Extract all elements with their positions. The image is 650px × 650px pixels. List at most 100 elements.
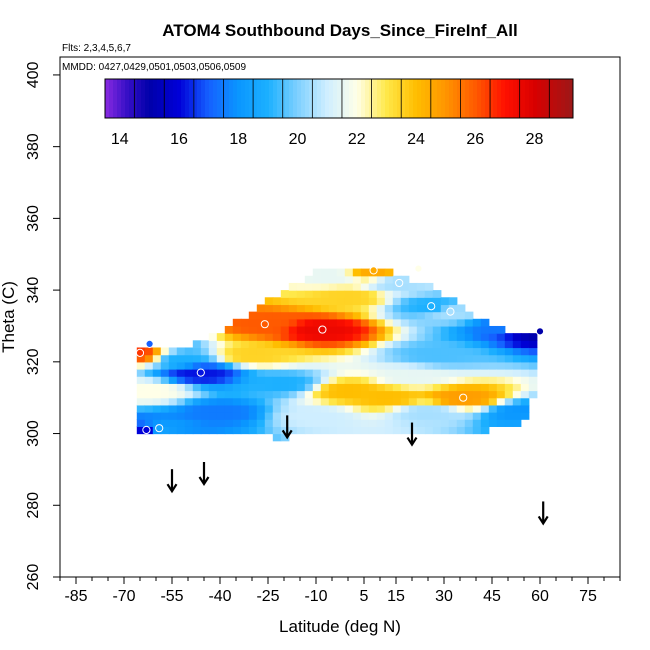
heatmap-cell <box>432 412 442 420</box>
heatmap-cell <box>504 347 514 356</box>
colorbar-segment <box>145 79 150 118</box>
heatmap-cell <box>200 376 210 384</box>
heatmap-cell <box>152 419 162 427</box>
colorbar-segment <box>197 79 202 118</box>
heatmap-cell <box>336 354 346 363</box>
colorbar-segment <box>561 79 566 118</box>
heatmap-cell <box>488 419 498 427</box>
heatmap-cell <box>184 354 194 363</box>
arrow-head <box>406 436 418 447</box>
heatmap-cell <box>200 419 210 427</box>
heatmap-cell <box>480 383 490 392</box>
heatmap-cell <box>272 347 282 356</box>
heatmap-cell <box>248 419 258 427</box>
heatmap-cell <box>136 426 146 435</box>
colorbar-segment <box>425 79 430 118</box>
heatmap-cell <box>336 275 346 284</box>
heatmap-cell <box>496 361 506 370</box>
colorbar-segment <box>253 79 258 118</box>
heatmap-cell <box>376 275 386 284</box>
heatmap-cell <box>304 404 314 413</box>
heatmap-cell <box>376 361 386 370</box>
data-point-marker <box>427 302 436 311</box>
heatmap-cell <box>272 354 282 363</box>
colorbar-segment <box>193 79 198 118</box>
heatmap-cell <box>272 397 282 406</box>
heatmap-cell <box>520 390 530 399</box>
heatmap-cell <box>384 275 394 284</box>
heatmap-cell <box>512 361 522 370</box>
heatmap-cell <box>520 333 530 341</box>
heatmap-cell <box>368 333 378 341</box>
heatmap-cell <box>288 304 298 313</box>
x-axis: -85 -70 -55 -40 -25 -10 5 15 30 45 60 75 <box>59 577 621 605</box>
heatmap-cell <box>472 361 482 370</box>
heatmap-cell <box>240 361 250 370</box>
heatmap-cell <box>312 290 322 298</box>
heatmap-cell <box>272 340 282 349</box>
colorbar-segment <box>297 79 302 118</box>
heatmap-cell <box>512 376 522 384</box>
heatmap-cell <box>152 361 162 370</box>
heatmap-cell <box>176 412 186 420</box>
heatmap-cell <box>368 412 378 420</box>
heatmap-cell <box>400 304 410 313</box>
heatmap-cell <box>448 304 458 313</box>
heatmap-cell <box>208 383 218 392</box>
heatmap-cell <box>416 390 426 399</box>
heatmap-cell <box>472 412 482 420</box>
heatmap-cell <box>520 412 530 420</box>
heatmap-cell <box>296 412 306 420</box>
heatmap-cell <box>248 361 258 370</box>
heatmap-cell <box>424 311 434 320</box>
heatmap-cell <box>448 318 458 327</box>
y-tick-label: 280 <box>25 492 42 519</box>
heatmap-cell <box>456 361 466 370</box>
heatmap-cell <box>304 412 314 420</box>
heatmap-cell <box>352 304 362 313</box>
heatmap-cell <box>416 325 426 334</box>
heatmap-cell <box>208 340 218 349</box>
heatmap-cell <box>312 361 322 370</box>
heatmap-cell <box>272 361 282 370</box>
heatmap-cell <box>184 383 194 392</box>
heatmap-cell <box>288 297 298 306</box>
colorbar-segment <box>173 79 178 118</box>
heatmap-cell <box>280 347 290 356</box>
heatmap-cell <box>416 397 426 406</box>
heatmap-cell <box>312 412 322 420</box>
heatmap-cell <box>320 404 330 413</box>
heatmap-cell <box>416 354 426 363</box>
heatmap-cell <box>352 404 362 413</box>
heatmap-cell <box>264 354 274 363</box>
heatmap-cell <box>376 383 386 392</box>
heatmap-cell <box>296 361 306 370</box>
heatmap-cell <box>528 333 538 341</box>
heatmap-cell <box>168 361 178 370</box>
colorbar-segment <box>413 79 418 118</box>
heatmap-cell <box>496 340 506 349</box>
colorbar-segment <box>421 79 426 118</box>
heatmap-cell <box>152 404 162 413</box>
x-tick-label: -85 <box>64 588 87 605</box>
heatmap-cell <box>512 383 522 392</box>
colorbar-tick-label: 16 <box>170 131 188 148</box>
heatmap-cell <box>328 369 338 377</box>
heatmap-cell <box>248 426 258 435</box>
data-point-marker <box>196 368 205 377</box>
heatmap-cell <box>312 325 322 334</box>
heatmap-cell <box>392 304 402 313</box>
down-arrow-icon <box>537 501 549 526</box>
heatmap-cell <box>384 412 394 420</box>
heatmap-cell <box>376 354 386 363</box>
heatmap-cell <box>424 282 434 291</box>
heatmap-cell <box>400 325 410 334</box>
x-tick-label: 30 <box>435 588 453 605</box>
flights-label: Flts: 2,3,4,5,6,7 <box>62 43 131 54</box>
colorbar-segment <box>165 79 170 118</box>
heatmap-cell <box>328 290 338 298</box>
heatmap-cell <box>288 404 298 413</box>
heatmap-cell <box>232 419 242 427</box>
heatmap-cell <box>496 383 506 392</box>
heatmap-cell <box>368 290 378 298</box>
